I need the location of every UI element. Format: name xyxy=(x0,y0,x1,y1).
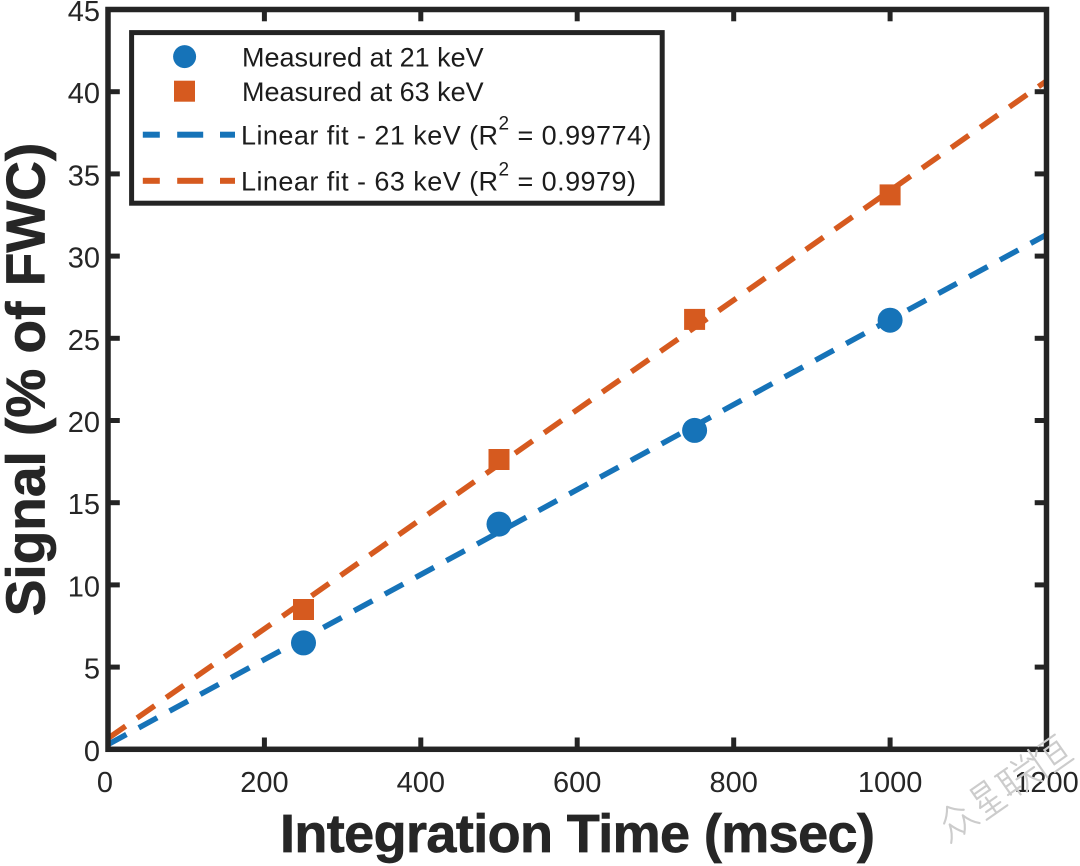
svg-text:1200: 1200 xyxy=(1014,767,1079,799)
svg-text:25: 25 xyxy=(68,325,100,357)
svg-text:20: 20 xyxy=(68,407,100,439)
svg-text:0: 0 xyxy=(84,736,100,768)
svg-text:10: 10 xyxy=(68,571,100,603)
svg-text:35: 35 xyxy=(68,160,100,192)
svg-text:Signal (% of FWC): Signal (% of FWC) xyxy=(0,143,57,617)
svg-text:5: 5 xyxy=(84,654,100,686)
svg-text:400: 400 xyxy=(397,767,445,799)
svg-text:30: 30 xyxy=(68,243,100,275)
svg-text:Linear fit - 21 keV (R2 = 0.99: Linear fit - 21 keV (R2 = 0.99774) xyxy=(241,114,652,151)
svg-text:15: 15 xyxy=(68,489,100,521)
svg-text:0: 0 xyxy=(97,767,113,799)
svg-text:600: 600 xyxy=(553,767,601,799)
svg-text:Measured at 63 keV: Measured at 63 keV xyxy=(242,77,484,107)
svg-text:Integration Time (msec): Integration Time (msec) xyxy=(280,804,874,864)
svg-text:Measured at 21 keV: Measured at 21 keV xyxy=(242,43,484,73)
svg-text:200: 200 xyxy=(240,767,288,799)
svg-text:Linear fit - 63 keV (R2 = 0.99: Linear fit - 63 keV (R2 = 0.9979) xyxy=(241,159,636,196)
svg-text:45: 45 xyxy=(68,0,100,28)
svg-text:40: 40 xyxy=(68,78,100,110)
svg-text:800: 800 xyxy=(710,767,758,799)
svg-text:1000: 1000 xyxy=(858,767,923,799)
